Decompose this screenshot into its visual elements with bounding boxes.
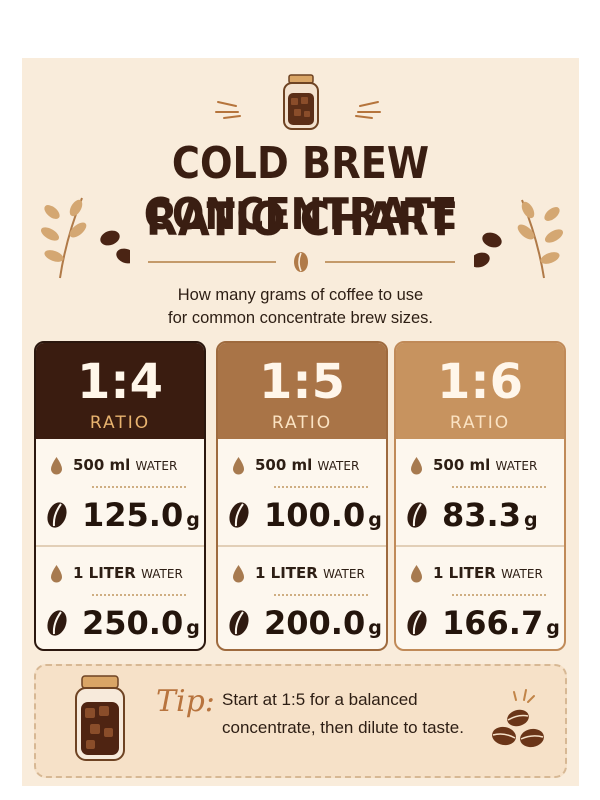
tip-line-2: concentrate, then dilute to taste. [222, 718, 464, 737]
dotted-separator [452, 486, 546, 488]
water-amount: 500 ml WATER [433, 456, 538, 474]
water-drop-icon [411, 456, 422, 474]
leaf-branch-icon [40, 197, 130, 279]
page-title: COLD BREW CONCENTRATE [143, 138, 458, 240]
card-header: 1:4 RATIO [36, 343, 204, 439]
water-drop-icon [411, 564, 422, 582]
coffee-beans-icon [492, 689, 544, 748]
divider-line [148, 261, 276, 263]
leaf-branch-icon [474, 199, 564, 279]
sparkle-lines-icon [215, 101, 241, 119]
ratio-label: RATIO [89, 413, 151, 433]
coffee-jar-icon [75, 675, 125, 761]
ratio-label: RATIO [449, 413, 511, 433]
ratio-value: 1:6 [437, 354, 523, 410]
dotted-separator [92, 486, 186, 488]
coffee-bean-icon [229, 610, 249, 636]
water-amount: 1 LITER WATER [433, 564, 543, 582]
coffee-bean-icon [407, 610, 427, 636]
coffee-amount: 166.7 g [442, 604, 560, 642]
card-header: 1:6 RATIO [396, 343, 564, 439]
tip-label: Tip: [156, 684, 215, 719]
ratio-card-1-4: 1:4 RATIO 500 ml WATER 125.0 g 1 LITER WA… [34, 341, 206, 651]
tip-line-1: Start at 1:5 for a balanced [222, 690, 418, 709]
divider-line [325, 261, 455, 263]
brew-size-row: 1 LITER WATER 166.7 g [396, 545, 564, 649]
brew-size-row: 500 ml WATER 100.0 g [218, 439, 386, 545]
subtitle-line-2: for common concentrate brew sizes. [167, 309, 434, 327]
ratio-chart-poster: COLD BREW CONCENTRATE RATIO CHART How ma… [22, 58, 579, 786]
water-drop-icon [233, 456, 244, 474]
page-title-line-2: RATIO CHART [145, 192, 456, 246]
subtitle: How many grams of coffee to use for comm… [22, 284, 579, 330]
coffee-amount: 83.3 g [442, 496, 538, 534]
water-amount: 1 LITER WATER [255, 564, 365, 582]
dotted-separator [92, 594, 186, 596]
sparkle-lines-icon [355, 101, 381, 119]
dotted-separator [452, 594, 546, 596]
tip-box: Tip: Start at 1:5 for a balanced concent… [34, 664, 567, 778]
water-drop-icon [51, 456, 62, 474]
ratio-value: 1:4 [77, 354, 163, 410]
water-amount: 500 ml WATER [73, 456, 178, 474]
coffee-amount: 250.0 g [82, 604, 200, 642]
water-drop-icon [233, 564, 244, 582]
coffee-bean-icon [294, 252, 308, 272]
ratio-card-1-6: 1:6 RATIO 500 ml WATER 83.3 g 1 LITER WAT… [394, 341, 566, 651]
brew-size-row: 1 LITER WATER 250.0 g [36, 545, 204, 649]
brew-size-row: 500 ml WATER 83.3 g [396, 439, 564, 545]
brew-size-row: 500 ml WATER 125.0 g [36, 439, 204, 545]
coffee-jar-icon [283, 74, 319, 130]
coffee-amount: 200.0 g [264, 604, 382, 642]
card-header: 1:5 RATIO [218, 343, 386, 439]
water-amount: 500 ml WATER [255, 456, 360, 474]
ratio-card-1-5: 1:5 RATIO 500 ml WATER 100.0 g 1 LITER WA… [216, 341, 388, 651]
subtitle-line-1: How many grams of coffee to use [177, 286, 424, 304]
dotted-separator [274, 486, 368, 488]
coffee-amount: 100.0 g [264, 496, 382, 534]
water-amount: 1 LITER WATER [73, 564, 183, 582]
dotted-separator [274, 594, 368, 596]
coffee-bean-icon [47, 502, 67, 528]
brew-size-row: 1 LITER WATER 200.0 g [218, 545, 386, 649]
tip-text: Start at 1:5 for a balanced concentrate,… [222, 686, 464, 742]
ratio-label: RATIO [271, 413, 333, 433]
coffee-bean-icon [229, 502, 249, 528]
ratio-value: 1:5 [259, 354, 345, 410]
coffee-bean-icon [407, 502, 427, 528]
water-drop-icon [51, 564, 62, 582]
coffee-amount: 125.0 g [82, 496, 200, 534]
coffee-bean-icon [47, 610, 67, 636]
